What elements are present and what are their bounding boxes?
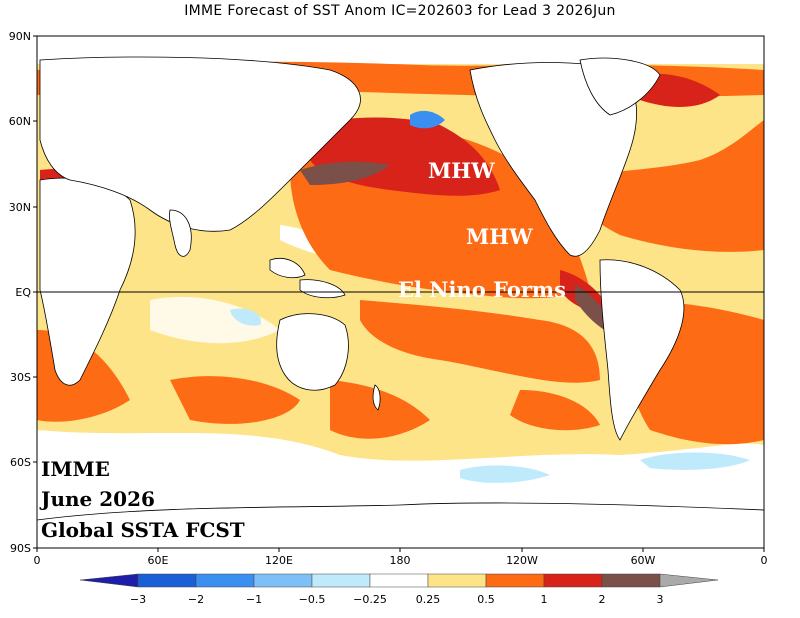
map-title: IMME Forecast of SST Anom IC=202603 for … <box>184 3 616 19</box>
colorbar-segment <box>311 573 371 588</box>
colorbar-label: −1 <box>246 593 262 606</box>
colorbar-segment <box>543 573 603 588</box>
info-box: IMME June 2026 Global SSTA FCST <box>39 457 245 542</box>
colorbar-high-arrow <box>659 573 719 588</box>
colorbar-label: −0.5 <box>299 593 326 606</box>
colorbar-label: 2 <box>599 593 606 606</box>
info-line-model: IMME <box>41 457 110 481</box>
colorbar-segment <box>601 573 661 588</box>
colorbar-label: 1 <box>541 593 548 606</box>
lat-tick-label: 60N <box>9 115 31 128</box>
colorbar-label: −3 <box>130 593 146 606</box>
lon-tick-label: 120E <box>265 554 293 567</box>
colorbar-segment <box>369 573 429 588</box>
lon-tick-label: 180 <box>390 554 411 567</box>
colorbar-segment <box>485 573 545 588</box>
lon-tick-label: 0 <box>761 554 768 567</box>
lat-tick-label: 30N <box>9 201 31 214</box>
colorbar-label: −2 <box>188 593 204 606</box>
lat-tick-label: 60S <box>10 456 31 469</box>
colorbar-label: 0.25 <box>416 593 441 606</box>
lon-tick-label: 120W <box>506 554 538 567</box>
info-line-date: June 2026 <box>39 487 155 511</box>
lat-tick-label: 90S <box>10 542 31 555</box>
colorbar-segment <box>137 573 197 588</box>
info-line-desc: Global SSTA FCST <box>41 518 245 542</box>
continents <box>37 56 764 548</box>
longitude-axis: 0 60E 120E 180 120W 60W 0 <box>34 548 768 567</box>
mhw-south-annotation: MHW <box>466 224 533 249</box>
lon-tick-label: 60W <box>631 554 656 567</box>
colorbar-label: −0.25 <box>353 593 387 606</box>
colorbar-low-arrow <box>79 573 139 588</box>
lon-tick-label: 60E <box>148 554 169 567</box>
mhw-north-annotation: MHW <box>428 158 495 183</box>
colorbar-segment <box>195 573 255 588</box>
lat-tick-label: 30S <box>10 371 31 384</box>
colorbar-label: 0.5 <box>477 593 495 606</box>
colorbar-segment <box>253 573 313 588</box>
latitude-axis: 90N 60N 30N EQ 30S 60S 90S <box>9 30 37 555</box>
lon-tick-label: 0 <box>34 554 41 567</box>
colorbar: −3 −2 −1 −0.5 −0.25 0.25 0.5 1 2 3 <box>79 573 719 606</box>
el-nino-annotation: El Nino Forms <box>398 277 566 302</box>
lat-tick-label: EQ <box>15 286 31 299</box>
colorbar-label: 3 <box>657 593 664 606</box>
colorbar-segment <box>427 573 487 588</box>
lat-tick-label: 90N <box>9 30 31 43</box>
